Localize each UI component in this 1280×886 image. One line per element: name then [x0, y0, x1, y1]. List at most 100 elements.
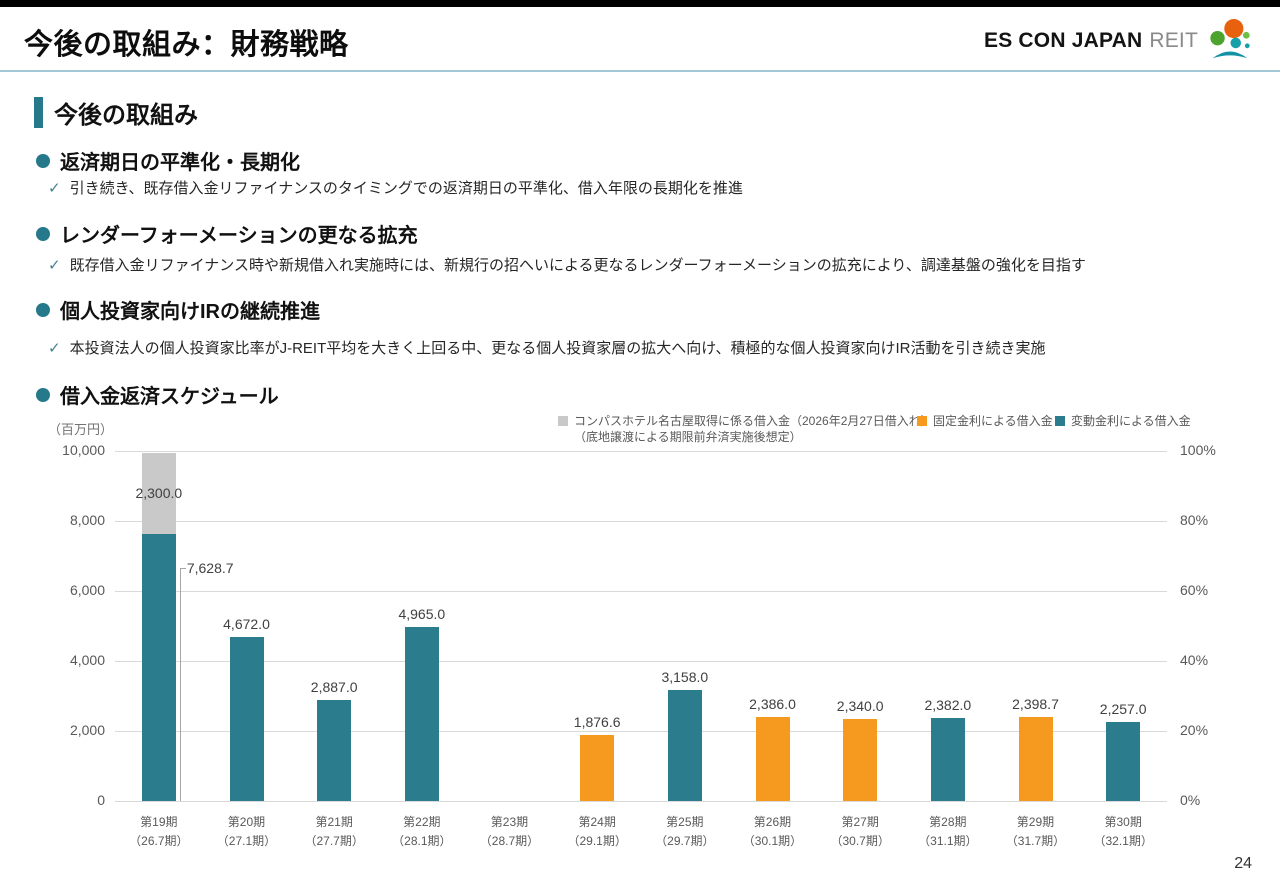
- gridline: [115, 730, 1167, 732]
- gridline: [115, 800, 1167, 802]
- bar-segment-fixed: [580, 735, 615, 801]
- bar-segment-variable: [404, 627, 439, 801]
- bar-value-label: 1,876.6: [573, 714, 621, 731]
- gridline: [115, 450, 1167, 452]
- brand-suffix: REIT: [1149, 29, 1198, 52]
- bar-value-label: 2,300.0: [135, 484, 183, 501]
- bar-segment-fixed: [843, 719, 878, 801]
- bar-value-label: 2,340.0: [836, 698, 884, 715]
- bar-value-label: 2,382.0: [924, 696, 972, 713]
- bullet-heading-schedule: 借入金返済スケジュール: [36, 380, 279, 409]
- x-axis-label: 第24期: [578, 815, 616, 829]
- legend-swatch-fixed: [917, 416, 927, 426]
- bar-value-label: 7,628.7: [186, 559, 234, 576]
- y-axis-tick-left: 2,000: [69, 722, 105, 738]
- check-icon: ✓: [48, 257, 61, 274]
- x-axis-sublabel: （27.7期）: [304, 834, 364, 848]
- x-axis-label: 第29期: [1016, 815, 1055, 829]
- y-axis-tick-left: 10,000: [62, 442, 105, 458]
- y-axis-tick-right: 80%: [1180, 512, 1209, 528]
- check-line-repayment: ✓ 引き続き、既存借入金リファイナンスのタイミングでの返済期日の平準化、借入年限…: [48, 179, 743, 199]
- brand-logo-icon: [1210, 18, 1250, 59]
- x-axis-sublabel: （31.7期）: [1005, 834, 1066, 848]
- bar-segment-variable: [229, 637, 264, 801]
- x-axis-sublabel: （30.7期）: [830, 834, 890, 848]
- x-axis-sublabel: （32.1期）: [1093, 834, 1153, 848]
- x-axis-label: 第26期: [753, 815, 792, 829]
- gridline: [115, 520, 1167, 522]
- brand-logo: ES CON JAPAN REIT: [984, 18, 1254, 64]
- callout-leader-tick: [179, 567, 186, 569]
- callout-leader-line: [179, 567, 181, 801]
- legend-label: 変動金利による借入金: [1071, 414, 1191, 428]
- x-axis-label: 第25期: [666, 815, 704, 829]
- y-axis-tick-left: 8,000: [69, 512, 105, 528]
- bar-segment-variable: [317, 699, 352, 801]
- bar-value-label: 2,386.0: [749, 696, 796, 713]
- bar-value-label: 2,398.7: [1012, 696, 1059, 713]
- y-axis-tick-left: 6,000: [69, 582, 105, 598]
- x-axis-label: 第21期: [315, 815, 353, 829]
- page-title: 今後の取組み：財務戦略: [24, 29, 349, 61]
- check-icon: ✓: [48, 340, 61, 357]
- bullet-dot-icon: [36, 226, 50, 241]
- bullet-heading-ir: 個人投資家向けIRの継続推進: [36, 295, 320, 324]
- y-axis-tick-right: 40%: [1180, 652, 1209, 668]
- x-axis-sublabel: （26.7期）: [129, 834, 189, 848]
- gridline: [115, 660, 1167, 662]
- bullet-dot-icon: [36, 302, 50, 317]
- section-accent-bar: [34, 97, 43, 128]
- x-axis-label: 第22期: [403, 815, 441, 829]
- brand-logo-text: ES CON JAPAN REIT: [984, 29, 1198, 53]
- x-axis-sublabel: （28.7期）: [479, 834, 540, 848]
- y-axis-tick-right: 0%: [1180, 792, 1201, 808]
- bar-segment-variable: [141, 533, 176, 801]
- check-line-lender: ✓ 既存借入金リファイナンス時や新規借入れ実施時には、新規行の招へいによる更なる…: [48, 256, 1086, 276]
- bullet-heading-label: 個人投資家向けIRの継続推進: [60, 301, 320, 323]
- x-axis-sublabel: （30.1期）: [742, 834, 803, 848]
- x-axis-sublabel: （29.7期）: [655, 834, 715, 848]
- bullet-heading-label: 借入金返済スケジュール: [60, 386, 279, 408]
- legend-label: 固定金利による借入金: [933, 414, 1053, 428]
- gridline: [115, 590, 1167, 592]
- bar-value-label: 3,158.0: [661, 669, 709, 686]
- legend-label-group: コンパスホテル名古屋取得に係る借入金（2026年2月27日借入れ） （底地譲渡によ…: [574, 413, 933, 445]
- x-axis-label: 第30期: [1104, 815, 1142, 829]
- bullet-heading-repayment: 返済期日の平準化・長期化: [36, 146, 300, 175]
- check-icon: ✓: [48, 180, 61, 197]
- x-axis-label: 第27期: [841, 815, 879, 829]
- legend-swatch-variable: [1055, 416, 1065, 426]
- bullet-dot-icon: [36, 153, 50, 168]
- section-heading: 今後の取組み: [34, 95, 198, 130]
- x-axis-label: 第19期: [140, 815, 178, 829]
- bar-segment-variable: [930, 717, 965, 801]
- bar-segment-fixed: [1018, 717, 1053, 801]
- legend-item: 固定金利による借入金: [917, 413, 1053, 429]
- legend-label-group: 変動金利による借入金: [1071, 413, 1191, 429]
- brand-name: ES CON JAPAN: [983, 29, 1143, 52]
- chart-unit-label: （百万円）: [48, 422, 114, 437]
- x-axis-label: 第23期: [490, 815, 529, 829]
- bullet-dot-icon: [36, 387, 50, 402]
- legend-sublabel: （底地譲渡による期限前弁済実施後想定）: [574, 430, 802, 444]
- bullet-heading-lender: レンダーフォーメーションの更なる拡充: [36, 219, 418, 248]
- check-text: 引き続き、既存借入金リファイナンスのタイミングでの返済期日の平準化、借入年限の長…: [69, 180, 743, 197]
- legend-item: コンパスホテル名古屋取得に係る借入金（2026年2月27日借入れ） （底地譲渡によ…: [558, 413, 933, 445]
- check-line-ir: ✓ 本投資法人の個人投資家比率がJ-REIT平均を大きく上回る中、更なる個人投資…: [48, 339, 1046, 359]
- y-axis-tick-right: 20%: [1180, 722, 1209, 738]
- check-text: 既存借入金リファイナンス時や新規借入れ実施時には、新規行の招へいによる更なるレン…: [69, 257, 1086, 274]
- x-axis-label: 第28期: [929, 815, 967, 829]
- x-axis-sublabel: （27.1期）: [216, 834, 277, 848]
- bullet-heading-label: 返済期日の平準化・長期化: [60, 152, 300, 174]
- y-axis-tick-left: 4,000: [69, 652, 105, 668]
- x-axis-label: 第20期: [227, 815, 266, 829]
- y-axis-tick-right: 100%: [1180, 442, 1216, 458]
- bar-value-label: 4,965.0: [398, 606, 446, 623]
- legend-item: 変動金利による借入金: [1055, 413, 1191, 429]
- x-axis-sublabel: （29.1期）: [567, 834, 627, 848]
- section-heading-label: 今後の取組み: [54, 102, 198, 129]
- top-edge-bar: [0, 0, 1280, 7]
- page-number: 24: [1234, 855, 1252, 872]
- legend-label-group: 固定金利による借入金: [933, 413, 1053, 429]
